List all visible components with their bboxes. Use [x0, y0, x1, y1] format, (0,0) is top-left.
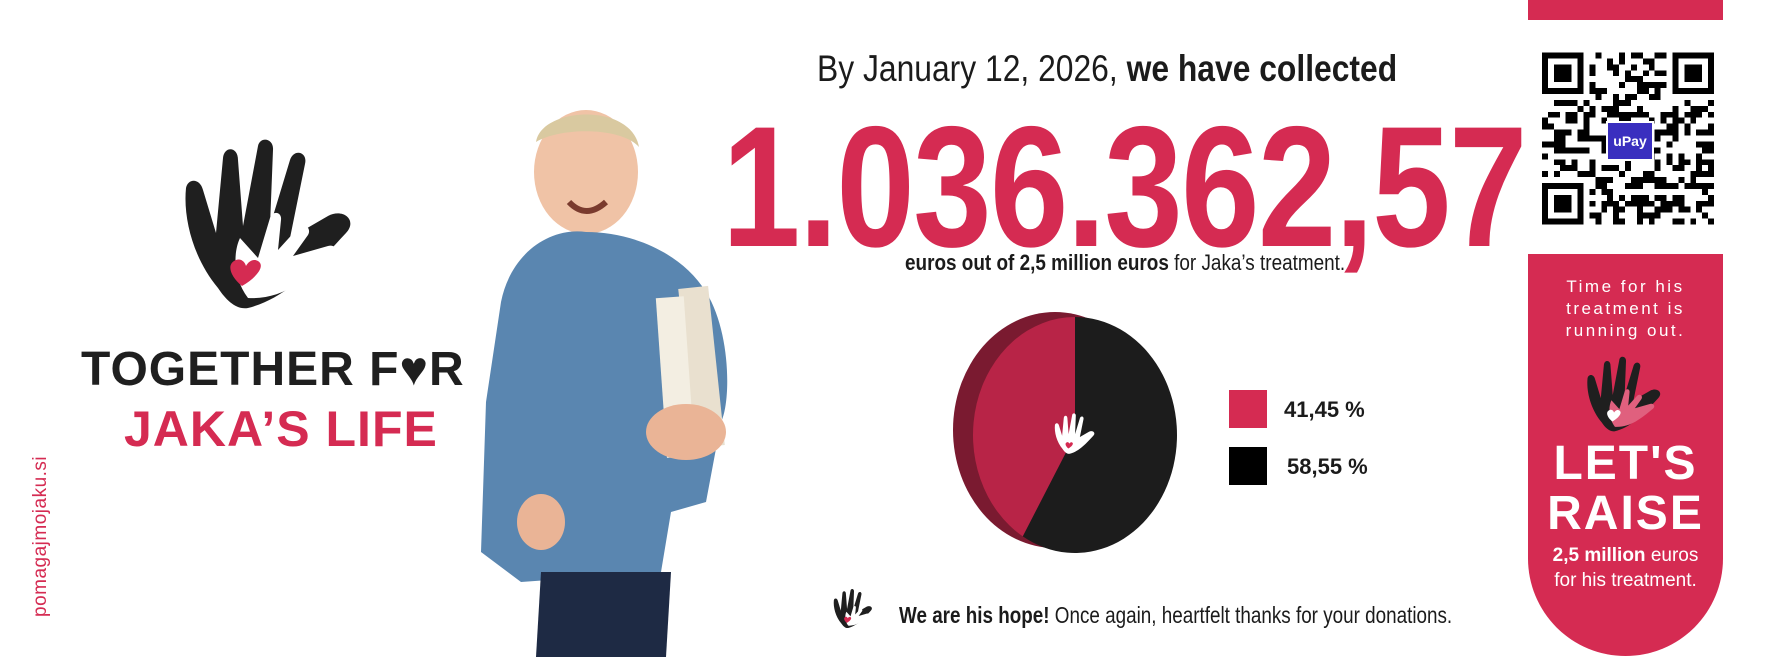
legend-swatch-remaining	[1229, 447, 1267, 485]
collected-amount: 1.036.362,57	[722, 91, 1527, 283]
website-link[interactable]: pomagajmojaku.si	[30, 455, 51, 617]
legend-swatch-collected	[1229, 390, 1267, 428]
thank-you-message: We are his hope! Once again, heartfelt t…	[899, 602, 1453, 628]
progress-pie-chart	[953, 312, 1177, 553]
pie-center-hand-icon	[1054, 413, 1095, 454]
hand-heart-logo	[185, 139, 351, 309]
fundraising-callout-panel: Time for his treatment is running out. L…	[1528, 254, 1723, 656]
urgency-line-3: running out.	[1565, 321, 1686, 340]
legend-label-remaining: 58,55 %	[1287, 454, 1368, 479]
cta-line-2: RAISE	[1547, 487, 1704, 540]
urgency-text: Time for his treatment is running out.	[1528, 276, 1723, 342]
qr-modules	[1542, 52, 1714, 225]
goal-subline: euros out of 2,5 million euros for Jaka’…	[905, 250, 1346, 275]
upay-qr-code[interactable]	[1542, 51, 1714, 226]
legend-label-collected: 41,45 %	[1284, 397, 1365, 422]
headline: By January 12, 2026, we have collected	[817, 48, 1398, 89]
title-line-1: TOGETHER F♥R	[81, 343, 465, 396]
cta-line-1: LET'S	[1553, 437, 1698, 490]
hand-heart-icon	[833, 588, 872, 629]
boy-photo	[481, 110, 728, 657]
hand-heart-icon	[1586, 356, 1660, 432]
urgency-line-1: Time for his	[1566, 277, 1685, 296]
pie-slice-collected	[973, 317, 1075, 537]
top-accent-bar	[1528, 0, 1723, 20]
upay-badge: uPay	[1606, 121, 1654, 161]
urgency-line-2: treatment is	[1566, 299, 1685, 318]
title-line-2: JAKA’S LIFE	[124, 401, 438, 457]
goal-text: 2,5 million euros for his treatment.	[1552, 545, 1699, 591]
pie-slice-remaining	[1022, 317, 1177, 553]
